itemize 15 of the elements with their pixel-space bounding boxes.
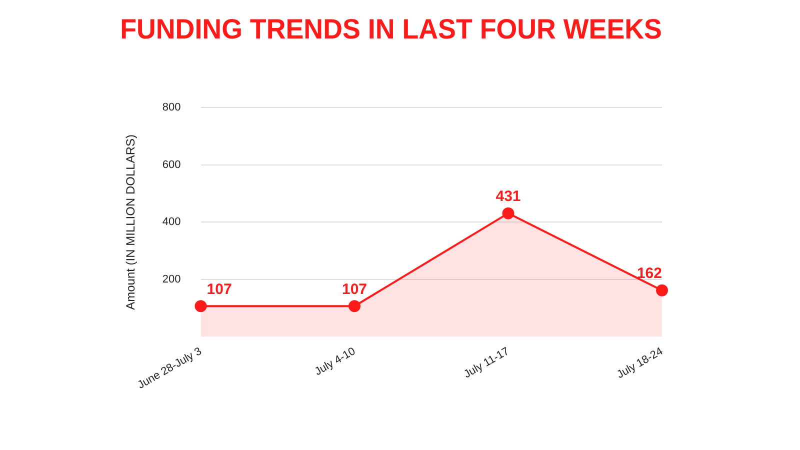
y-tick-label: 800 [162,102,181,114]
point [194,300,207,312]
x-tick-label: July 4-10 [312,345,358,378]
data-label: 107 [342,280,368,298]
data-label: 431 [496,188,521,205]
data-label: 107 [206,280,232,298]
y-tick-label: 600 [162,158,181,171]
point [656,284,668,296]
data-label: 162 [636,265,662,282]
y-axis-title: Amount (IN MILLION DOLLARS) [124,134,138,310]
point [502,207,514,220]
y-tick-label: 400 [162,216,181,228]
chart-title: FUNDING TRENDS IN LAST FOUR WEEKS [120,13,662,45]
y-tick-label: 200 [162,274,181,286]
point [348,300,360,312]
